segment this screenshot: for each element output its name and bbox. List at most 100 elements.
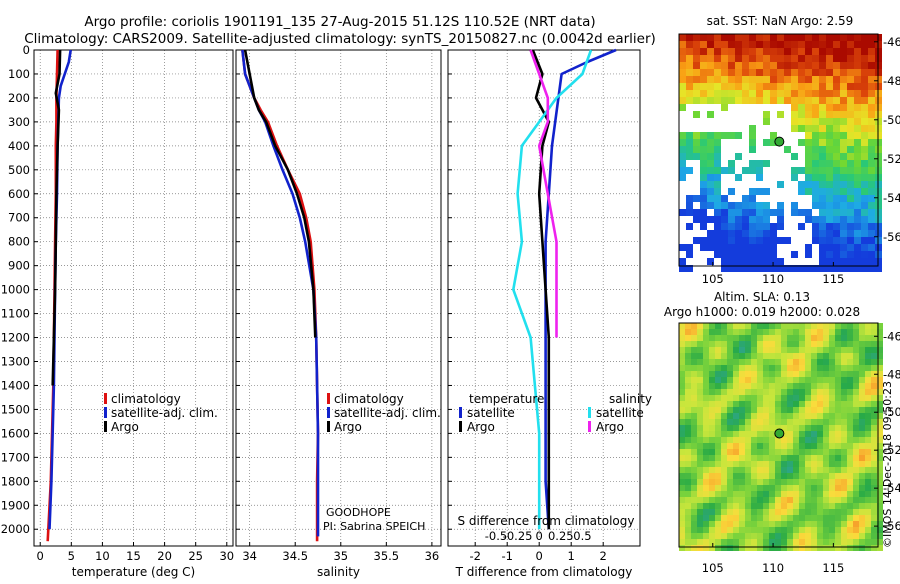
sla-cell [859, 329, 865, 335]
sst-cell [721, 69, 728, 76]
sla-cell [805, 365, 811, 371]
sst-cell [847, 188, 854, 195]
sla-cell [859, 395, 865, 401]
sst-cell [833, 139, 840, 146]
sla-cell [829, 407, 835, 413]
sla-cell [691, 377, 697, 383]
sla-cell [799, 449, 805, 455]
sla-cell [799, 377, 805, 383]
sla-cell [841, 515, 847, 521]
sla-cell [835, 443, 841, 449]
sla-cell [787, 389, 793, 395]
sla-cell [697, 479, 703, 485]
sst-cell [749, 34, 756, 41]
sla-cell [697, 407, 703, 413]
sla-cell [739, 347, 745, 353]
series-line [241, 49, 320, 542]
sla-cell [877, 377, 883, 383]
sst-cell [812, 237, 819, 244]
sla-cell [853, 515, 859, 521]
sla-cell [697, 425, 703, 431]
sst-cell [861, 188, 868, 195]
sst-cell [812, 146, 819, 153]
sst-cell [812, 230, 819, 237]
sla-cell [829, 479, 835, 485]
sst-cell [749, 132, 756, 139]
sst-cell [714, 258, 721, 265]
sla-cell [835, 365, 841, 371]
sla-cell [871, 401, 877, 407]
sla-cell [709, 335, 715, 341]
sla-cell [685, 455, 691, 461]
sla-cell [679, 533, 685, 539]
sla-cell [787, 425, 793, 431]
sla-cell [739, 359, 745, 365]
sla-cell [727, 347, 733, 353]
s-difference-axis-label: S difference from climatology [458, 514, 635, 528]
sla-cell [679, 341, 685, 347]
lon-tick-label: 115 [822, 272, 844, 286]
sst-cell [791, 153, 798, 160]
sla-cell [811, 455, 817, 461]
sla-cell [817, 485, 823, 491]
sla-cell [781, 533, 787, 539]
sst-cell [861, 244, 868, 251]
sla-cell [781, 323, 787, 329]
sla-cell [781, 485, 787, 491]
sst-cell [770, 258, 777, 265]
sla-cell [847, 533, 853, 539]
sla-cell [709, 431, 715, 437]
sla-cell [703, 401, 709, 407]
sla-cell [769, 497, 775, 503]
sla-cell [679, 443, 685, 449]
sla-cell [775, 497, 781, 503]
sst-cell [735, 69, 742, 76]
sst-cell [763, 76, 770, 83]
sst-cell [728, 104, 735, 111]
sla-cell [787, 323, 793, 329]
sla-cell [799, 461, 805, 467]
sla-cell [865, 455, 871, 461]
sst-cell [826, 181, 833, 188]
diff-legend-salinity-head: salinity [609, 392, 652, 406]
sla-cell [679, 413, 685, 419]
sla-cell [829, 329, 835, 335]
sla-cell [757, 335, 763, 341]
sla-cell [763, 425, 769, 431]
sla-cell [739, 473, 745, 479]
sla-cell [835, 413, 841, 419]
sla-cell [781, 437, 787, 443]
sla-cell [847, 347, 853, 353]
sst-cell [763, 125, 770, 132]
sla-cell [841, 419, 847, 425]
sla-cell [721, 329, 727, 335]
sst-cell [679, 244, 686, 251]
sst-cell [861, 237, 868, 244]
sla-cell [811, 431, 817, 437]
sst-cell [854, 139, 861, 146]
sst-cell [784, 216, 791, 223]
sla-cell [763, 329, 769, 335]
sla-cell [853, 545, 859, 551]
diff-legend-temperature-head: temperature [469, 392, 544, 406]
sla-cell [811, 395, 817, 401]
sst-cell [833, 167, 840, 174]
sst-cell [728, 48, 735, 55]
sst-cell [721, 41, 728, 48]
sla-cell [817, 473, 823, 479]
sst-cell [826, 104, 833, 111]
sla-cell [787, 473, 793, 479]
sst-cell [679, 160, 686, 167]
sla-cell [775, 353, 781, 359]
sst-cell [805, 153, 812, 160]
sla-cell [853, 437, 859, 443]
sst-cell [749, 230, 756, 237]
sla-cell [745, 401, 751, 407]
sst-cell [679, 202, 686, 209]
sla-cell [829, 419, 835, 425]
sla-cell [799, 371, 805, 377]
sla-cell [823, 521, 829, 527]
sst-cell [728, 139, 735, 146]
sla-cell [775, 419, 781, 425]
sst-cell [840, 48, 847, 55]
